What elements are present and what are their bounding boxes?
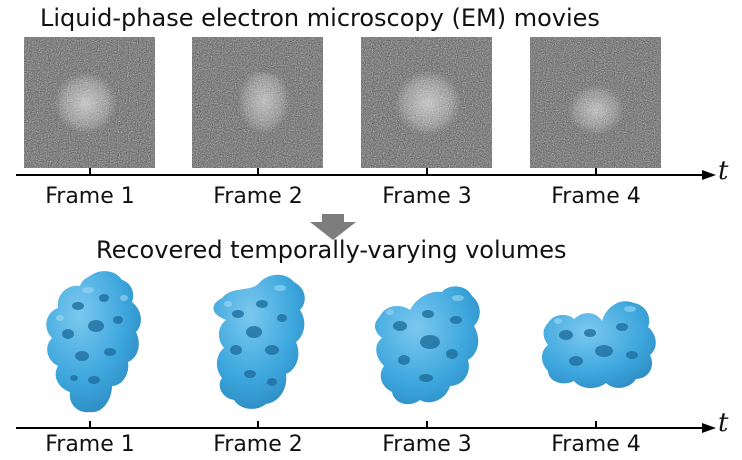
bottom-frame-label-3: Frame 3 (382, 432, 472, 457)
volume-frame-2 (213, 274, 305, 409)
time-axis-bottom (16, 427, 706, 429)
top-frame-label-2: Frame 2 (213, 184, 303, 209)
tick-top-2 (257, 168, 259, 176)
bottom-frame-label-4: Frame 4 (551, 432, 641, 457)
tick-bottom-3 (426, 421, 428, 429)
bottom-frame-label-1: Frame 1 (45, 432, 135, 457)
tick-top-4 (595, 168, 597, 176)
top-frame-label-4: Frame 4 (551, 184, 641, 209)
time-axis-bottom-label: t (718, 408, 729, 438)
em-frame-2 (192, 37, 323, 168)
top-title: Liquid-phase electron microscopy (EM) mo… (40, 4, 600, 32)
down-arrow-icon (310, 214, 356, 240)
em-frame-1 (24, 37, 155, 168)
time-axis-bottom-arrowhead (702, 423, 716, 433)
time-axis-top-arrowhead (702, 170, 716, 180)
volume-frame-1 (46, 271, 141, 413)
top-frame-label-1: Frame 1 (45, 184, 135, 209)
tick-top-3 (426, 168, 428, 176)
volume-frame-4 (542, 301, 656, 389)
time-axis-top-label: t (718, 156, 729, 186)
top-frame-label-3: Frame 3 (382, 184, 472, 209)
bottom-title: Recovered temporally-varying volumes (96, 236, 567, 264)
bottom-frame-label-2: Frame 2 (213, 432, 303, 457)
tick-top-1 (89, 168, 91, 176)
tick-bottom-4 (595, 421, 597, 429)
tick-bottom-1 (89, 421, 91, 429)
volume-frame-3 (375, 286, 480, 405)
tick-bottom-2 (257, 421, 259, 429)
time-axis-top (16, 174, 706, 176)
em-frame-3 (361, 37, 492, 168)
em-frame-4 (530, 37, 661, 168)
